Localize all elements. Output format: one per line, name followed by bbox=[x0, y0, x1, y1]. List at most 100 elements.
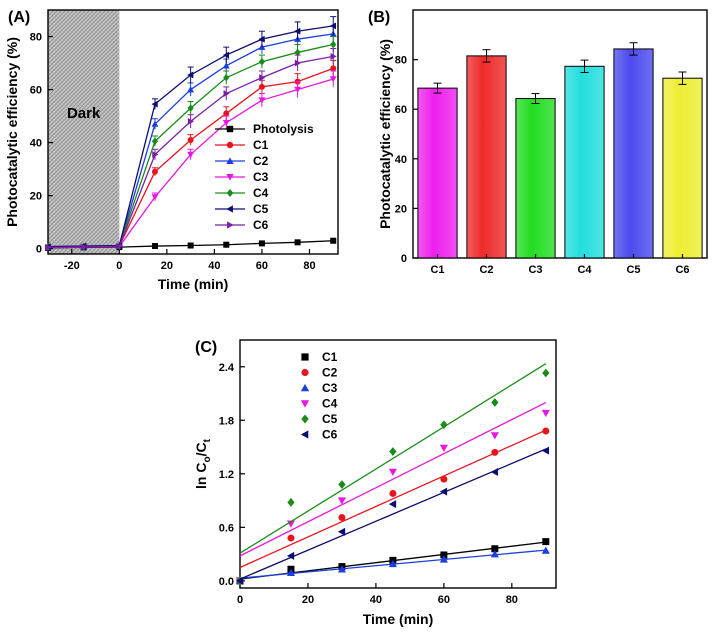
data-point-c6 bbox=[286, 551, 295, 560]
y-axis-title-sub: o bbox=[202, 456, 213, 462]
bar-c5 bbox=[613, 48, 654, 259]
legend-label: C6 bbox=[322, 428, 338, 442]
data-point-c6 bbox=[235, 576, 244, 585]
data-point-c4 bbox=[388, 468, 397, 477]
x-tick-label: C6 bbox=[675, 264, 689, 276]
data-point-c6 bbox=[541, 446, 550, 455]
data-point-c3 bbox=[541, 546, 550, 554]
plot-frame bbox=[239, 339, 557, 589]
y-axis-title: ln Co/Ct bbox=[193, 438, 213, 489]
x-tick-label: 40 bbox=[208, 260, 220, 272]
data-point-c2 bbox=[389, 489, 397, 497]
legend-label: Photolysis bbox=[253, 122, 314, 136]
legend-marker bbox=[226, 205, 233, 213]
data-point-c2 bbox=[440, 475, 448, 483]
y-tick-label: 2.4 bbox=[219, 362, 235, 374]
x-tick-label: 20 bbox=[161, 260, 173, 272]
legend-label: C5 bbox=[322, 412, 338, 426]
x-tick-label: C5 bbox=[626, 264, 640, 276]
panel-label-a: (A) bbox=[8, 9, 30, 26]
legend-marker bbox=[226, 188, 234, 198]
data-point-c4 bbox=[337, 497, 346, 505]
legend-label: C2 bbox=[322, 366, 338, 380]
data-point-c3 bbox=[222, 119, 230, 127]
data-point-c4 bbox=[490, 432, 499, 440]
data-point-c6 bbox=[439, 487, 448, 496]
data-point-c5 bbox=[222, 51, 230, 59]
data-point-c2 bbox=[491, 448, 499, 456]
data-point-c1 bbox=[187, 136, 194, 143]
data-point-c6 bbox=[337, 527, 346, 536]
y-axis-title: Photocatalytic efficiency (%) bbox=[4, 37, 20, 227]
legend-label: C5 bbox=[253, 202, 269, 216]
y-axis-title-sub: t bbox=[202, 438, 213, 442]
data-point-c5 bbox=[294, 27, 301, 35]
data-point-c3 bbox=[151, 194, 159, 201]
panel-label-b: (B) bbox=[368, 9, 390, 26]
y-axis-title: Photocatalytic efficiency (%) bbox=[377, 39, 393, 229]
y-tick-label: 60 bbox=[395, 104, 407, 116]
data-point-c3 bbox=[439, 555, 448, 563]
x-tick-label: C3 bbox=[528, 264, 542, 276]
y-tick-label: 0 bbox=[401, 253, 407, 265]
legend-label: C3 bbox=[322, 381, 338, 395]
bar-c3 bbox=[515, 98, 556, 259]
fit-line-c4 bbox=[239, 401, 547, 557]
data-point-c2 bbox=[542, 427, 550, 435]
data-point-c2 bbox=[338, 514, 346, 522]
data-point-c5 bbox=[389, 447, 397, 456]
x-tick-label: -20 bbox=[64, 260, 80, 272]
data-point-c4 bbox=[330, 40, 337, 49]
plot-frame bbox=[412, 9, 708, 259]
data-point-c6 bbox=[187, 117, 195, 125]
data-point-c3 bbox=[329, 76, 337, 83]
data-point-c5 bbox=[491, 398, 499, 407]
y-tick-label: 80 bbox=[30, 32, 42, 44]
y-tick-label: 60 bbox=[30, 85, 42, 97]
legend-marker bbox=[300, 430, 309, 439]
x-tick-label: 80 bbox=[506, 594, 518, 606]
legend-label: C3 bbox=[253, 170, 269, 184]
dark-region bbox=[48, 10, 120, 254]
legend-marker bbox=[301, 368, 309, 377]
y-tick-label: 1.2 bbox=[219, 469, 234, 481]
y-tick-label: 80 bbox=[395, 55, 407, 67]
legend-marker bbox=[301, 353, 309, 361]
legend-label: C2 bbox=[253, 154, 269, 168]
data-point-photolysis bbox=[187, 242, 194, 249]
data-point-c4 bbox=[187, 104, 194, 112]
x-axis-title: Time (min) bbox=[158, 276, 229, 292]
data-point-c6 bbox=[45, 243, 52, 251]
data-point-c3 bbox=[294, 86, 302, 94]
data-point-c2 bbox=[287, 534, 295, 542]
plot-frame bbox=[47, 9, 339, 255]
data-point-c3 bbox=[187, 151, 195, 158]
data-point-c5 bbox=[440, 420, 448, 430]
chart-c: 0 20 40 60 80 0.0 0.6 1.2 1.8 2.4 Time (min) ln Co/… bbox=[193, 339, 557, 627]
data-point-photolysis bbox=[330, 237, 337, 244]
data-point-c1 bbox=[258, 83, 265, 90]
data-point-c6 bbox=[80, 243, 88, 251]
legend-marker bbox=[226, 174, 234, 181]
chart-b: 0 20 40 60 80 C1 C2 C3 C4 C5 C6 Photocatalytic effi… bbox=[377, 9, 708, 276]
data-point-c1 bbox=[223, 110, 230, 117]
x-tick-label: 60 bbox=[438, 594, 450, 606]
data-point-c5 bbox=[329, 22, 337, 30]
data-point-c6 bbox=[388, 500, 397, 509]
x-tick-label: 0 bbox=[116, 260, 122, 272]
data-point-c6 bbox=[259, 74, 266, 82]
legend-marker bbox=[226, 141, 234, 149]
data-point-photolysis bbox=[151, 243, 158, 250]
legend-marker bbox=[227, 221, 234, 229]
x-tick-label: C1 bbox=[430, 264, 444, 276]
data-point-c6 bbox=[223, 90, 230, 97]
data-point-photolysis bbox=[258, 240, 265, 247]
data-point-c5 bbox=[338, 480, 346, 489]
data-point-c6 bbox=[152, 151, 159, 158]
data-point-c5 bbox=[542, 368, 550, 378]
x-tick-label: C2 bbox=[479, 264, 493, 276]
data-point-c5 bbox=[151, 100, 158, 108]
data-point-c1 bbox=[330, 65, 337, 72]
y-tick-label: 40 bbox=[30, 138, 42, 150]
data-point-c3 bbox=[258, 97, 266, 104]
